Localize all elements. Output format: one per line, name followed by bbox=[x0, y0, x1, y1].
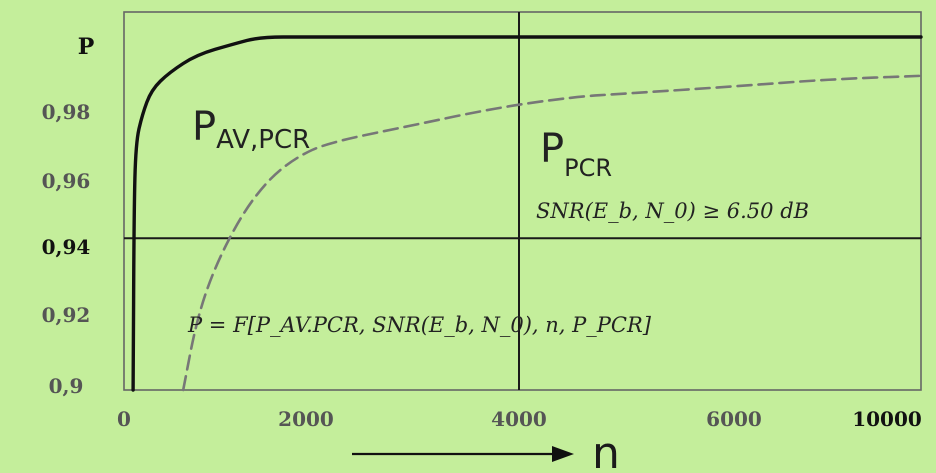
p-pcr-main: P bbox=[540, 126, 564, 172]
plot-area bbox=[123, 11, 922, 391]
series-line-p-pcr bbox=[131, 35, 923, 392]
y-tick-label: 0,9 bbox=[49, 374, 84, 398]
y-tick-label: 0,96 bbox=[42, 169, 91, 193]
x-axis-arrowhead bbox=[552, 446, 574, 462]
y-tick-label: 0,92 bbox=[42, 303, 91, 327]
x-tick-label: 4000 bbox=[491, 407, 547, 431]
series-line-p-av-pcr bbox=[181, 74, 923, 392]
y-tick-label: 0,94 bbox=[42, 235, 91, 259]
p-av-pcr-main: P bbox=[192, 104, 216, 150]
formula-label: P = F[P_AV.PCR, SNR(E_b, N_0), n, P_PCR] bbox=[187, 313, 652, 337]
x-axis-label: n bbox=[592, 428, 620, 473]
x-tick-label: 10000 bbox=[852, 407, 922, 431]
y-tick-label: 0,98 bbox=[42, 100, 91, 124]
p-pcr-sub: PCR bbox=[564, 154, 612, 182]
p-av-pcr-label: PAV,PCR bbox=[192, 104, 310, 155]
p-pcr-label: PPCR bbox=[540, 126, 612, 182]
p-av-pcr-sub: AV,PCR bbox=[216, 125, 310, 155]
snr-condition-label: SNR(E_b, N_0) ≥ 6.50 dB bbox=[536, 199, 809, 223]
y-axis-label: P bbox=[78, 34, 95, 60]
x-tick-label: 2000 bbox=[278, 407, 334, 431]
x-tick-label: 6000 bbox=[706, 407, 762, 431]
x-tick-label: 0 bbox=[117, 407, 131, 431]
